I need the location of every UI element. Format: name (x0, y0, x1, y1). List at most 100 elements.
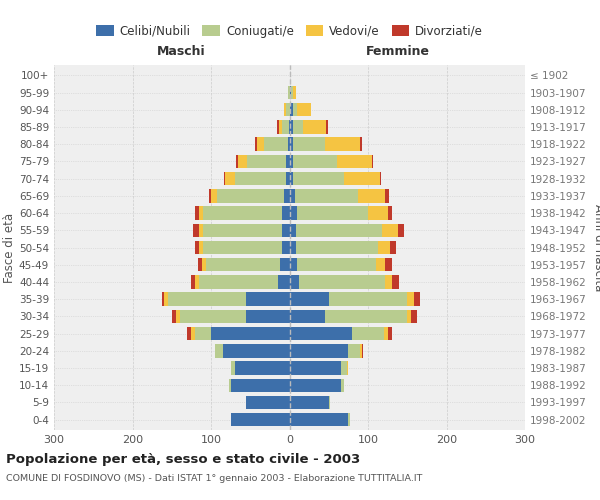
Bar (288, 86, 290, 100)
Bar (196, 275, 290, 288)
Bar (199, 275, 290, 288)
Bar (230, 362, 290, 374)
Bar (290, 172, 344, 186)
Bar (290, 378, 344, 392)
Bar (289, 120, 290, 134)
Bar (290, 138, 362, 151)
Bar (247, 396, 290, 409)
Bar (290, 154, 372, 168)
Bar (163, 292, 290, 306)
Bar (265, 138, 290, 151)
Bar (286, 103, 290, 117)
Bar (286, 172, 290, 186)
Bar (290, 292, 413, 306)
Bar (290, 310, 411, 323)
Bar (230, 413, 290, 426)
Bar (168, 292, 290, 306)
Bar (191, 275, 290, 288)
Bar (199, 206, 290, 220)
Bar (283, 120, 290, 134)
Bar (235, 362, 290, 374)
Y-axis label: Fasce di età: Fasce di età (3, 212, 16, 282)
Bar (202, 258, 290, 272)
Bar (290, 241, 396, 254)
Bar (290, 258, 385, 272)
Bar (235, 172, 290, 186)
Bar (290, 138, 325, 151)
Bar (247, 396, 290, 409)
Bar (290, 189, 389, 202)
Bar (290, 275, 392, 288)
Bar (290, 396, 331, 409)
Bar (290, 292, 407, 306)
Bar (199, 224, 290, 237)
Bar (179, 310, 290, 323)
Bar (290, 396, 331, 409)
Bar (288, 86, 290, 100)
Bar (288, 138, 290, 151)
Bar (290, 344, 362, 358)
Bar (199, 241, 290, 254)
Bar (290, 86, 296, 100)
Bar (290, 120, 303, 134)
Bar (215, 344, 290, 358)
Bar (196, 327, 290, 340)
Bar (290, 189, 385, 202)
Bar (290, 310, 418, 323)
Bar (206, 258, 290, 272)
Bar (290, 241, 378, 254)
Bar (172, 310, 290, 323)
Y-axis label: Anni di nascita: Anni di nascita (592, 204, 600, 291)
Bar (193, 224, 290, 237)
Bar (290, 206, 388, 220)
Bar (290, 344, 349, 358)
Bar (290, 362, 349, 374)
Bar (290, 86, 296, 100)
Bar (290, 362, 347, 374)
Bar (290, 172, 382, 186)
Bar (290, 413, 350, 426)
Text: COMUNE DI FOSDINOVO (MS) - Dati ISTAT 1° gennaio 2003 - Elaborazione TUTTITALIA.: COMUNE DI FOSDINOVO (MS) - Dati ISTAT 1°… (6, 474, 422, 483)
Text: Maschi: Maschi (157, 44, 205, 58)
Bar (247, 396, 290, 409)
Bar (290, 154, 373, 168)
Text: Popolazione per età, sesso e stato civile - 2003: Popolazione per età, sesso e stato civil… (6, 452, 360, 466)
Bar (225, 172, 290, 186)
Bar (290, 396, 329, 409)
Bar (215, 344, 290, 358)
Bar (278, 275, 290, 288)
Bar (176, 310, 290, 323)
Bar (230, 362, 290, 374)
Bar (290, 189, 358, 202)
Bar (288, 86, 290, 100)
Bar (277, 120, 290, 134)
Legend: Celibi/Nubili, Coniugati/e, Vedovi/e, Divorziati/e: Celibi/Nubili, Coniugati/e, Vedovi/e, Di… (91, 20, 488, 42)
Bar (290, 224, 404, 237)
Bar (284, 103, 290, 117)
Bar (290, 378, 344, 392)
Bar (290, 362, 349, 374)
Bar (281, 206, 290, 220)
Bar (191, 327, 290, 340)
Bar (290, 138, 360, 151)
Bar (290, 224, 398, 237)
Bar (290, 241, 390, 254)
Bar (290, 103, 311, 117)
Bar (290, 275, 299, 288)
Bar (203, 206, 290, 220)
Bar (290, 258, 376, 272)
Bar (290, 362, 341, 374)
Bar (284, 189, 290, 202)
Bar (247, 154, 290, 168)
Bar (280, 258, 290, 272)
Bar (290, 224, 382, 237)
Bar (196, 241, 290, 254)
Bar (247, 310, 290, 323)
Bar (229, 378, 290, 392)
Bar (290, 413, 350, 426)
Bar (217, 189, 290, 202)
Bar (290, 103, 293, 117)
Bar (290, 327, 392, 340)
Bar (290, 189, 295, 202)
Bar (211, 327, 290, 340)
